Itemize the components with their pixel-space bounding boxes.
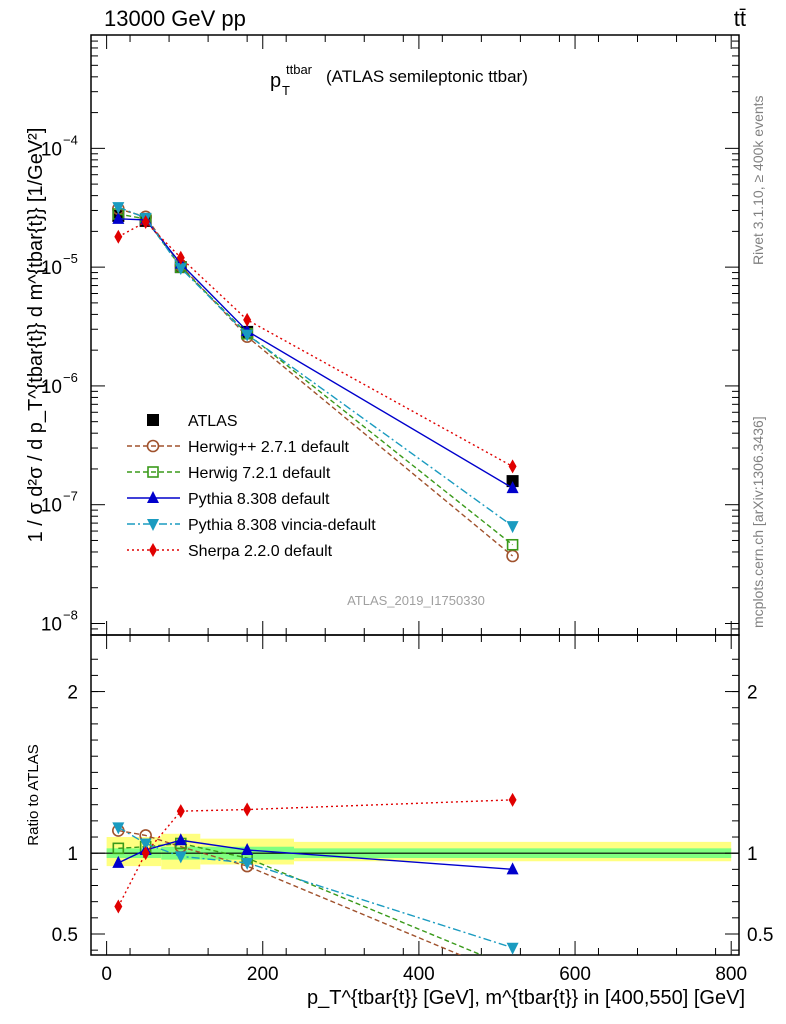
data-point (114, 899, 123, 914)
data-point (506, 481, 519, 494)
ratio-y-tick-label: 1 (67, 844, 78, 865)
data-point (506, 521, 519, 534)
data-point (243, 802, 252, 817)
ratio-y-tick-label-right: 2 (747, 683, 758, 704)
plot-title-var: p (270, 70, 281, 92)
y-tick-label: 10 (41, 258, 62, 279)
data-point (141, 846, 150, 861)
data-point (174, 851, 187, 864)
x-tick-label: 200 (247, 964, 279, 985)
x-tick-label: 400 (403, 964, 435, 985)
legend-label: Herwig 7.2.1 default (188, 465, 331, 482)
y-tick-label: 10 (41, 139, 62, 160)
ratio-series-line (118, 842, 484, 955)
data-point (174, 833, 187, 846)
data-point (243, 312, 252, 327)
ratio-y-tick-label-right: 1 (747, 844, 758, 865)
data-point (147, 491, 159, 503)
y-tick-exponent: −6 (63, 370, 78, 385)
x-axis-label: p_T^{tbar{t}} [GeV], m^{tbar{t}} in [400… (307, 987, 745, 1009)
data-point (241, 857, 254, 870)
ratio-y-tick-label-right: 0.5 (747, 925, 773, 946)
data-point (112, 211, 125, 224)
data-point (508, 963, 518, 973)
y-tick-label: 10 (41, 496, 62, 517)
data-point (147, 466, 159, 478)
data-point (507, 971, 518, 982)
legend-label: Pythia 8.308 vincia-default (188, 517, 376, 534)
uncertainty-bands (106, 833, 732, 870)
ratio-y-axis-label: Ratio to ATLAS (25, 744, 42, 845)
y-tick-label: 10 (41, 377, 62, 398)
analysis-watermark: ATLAS_2019_I1750330 (347, 593, 485, 608)
legend-label: Pythia 8.308 default (188, 491, 330, 508)
data-point (508, 459, 517, 474)
series-line (118, 213, 514, 546)
plot-title: (ATLAS semileptonic ttbar) (326, 67, 528, 86)
x-tick-label: 600 (559, 964, 591, 985)
y-tick-exponent: −7 (63, 489, 78, 504)
rivet-version-label: Rivet 3.1.10, ≥ 400k events (750, 95, 766, 265)
data-point (139, 838, 152, 851)
axis-ticks: 10−810−710−610−510 −40.5 0.51 12 20 200 400 600… (41, 35, 773, 985)
legend: ATLAS Herwig++ 2.7.1 default Herwig 7.2.1 … (127, 413, 376, 560)
data-point (114, 229, 123, 244)
data-point (146, 439, 160, 453)
main-series (112, 202, 519, 563)
x-tick-label: 0 (101, 964, 112, 985)
data-point (506, 862, 519, 875)
header-left: 13000 GeV pp (104, 6, 246, 31)
data-point (147, 519, 159, 531)
ratio-plot-frame (90, 634, 740, 956)
data-point (149, 543, 157, 557)
data-point (241, 842, 254, 855)
data-point (112, 842, 125, 855)
data-point (112, 202, 125, 215)
legend-label: ATLAS (188, 413, 238, 430)
ratio-series (112, 792, 519, 982)
mcplots-credit-label: mcplots.cern.ch [arXiv:1306.3436] (750, 416, 766, 628)
data-point (141, 214, 150, 229)
ratio-y-tick-label: 2 (67, 683, 78, 704)
data-point (174, 263, 187, 276)
y-tick-exponent: −8 (63, 607, 78, 622)
data-point (506, 942, 519, 955)
ratio-y-tick-label: 0.5 (52, 925, 78, 946)
data-point (147, 414, 159, 426)
data-point (176, 250, 185, 265)
series-line (118, 206, 513, 527)
y-tick-exponent: −4 (63, 132, 78, 147)
header-right: tt̄ (733, 6, 746, 31)
legend-label: Herwig++ 2.7.1 default (188, 439, 350, 456)
y-tick-exponent: −5 (63, 251, 78, 266)
data-point (241, 329, 254, 342)
data-point (506, 538, 519, 551)
y-tick-label: 10 (41, 614, 62, 635)
plot-title-sub: T (282, 83, 290, 98)
main-y-axis-label: 1 / σ d²σ / d p_T^{tbar{t}} d m^{tbar{t}… (25, 128, 47, 543)
data-point (112, 822, 125, 835)
x-tick-label: 800 (715, 964, 747, 985)
legend-label: Sherpa 2.2.0 default (188, 543, 333, 560)
plot-title-sup: ttbar (286, 62, 313, 77)
data-point (112, 855, 125, 868)
data-point (508, 792, 517, 807)
ratio-series-line (118, 829, 463, 955)
data-point (176, 804, 185, 819)
